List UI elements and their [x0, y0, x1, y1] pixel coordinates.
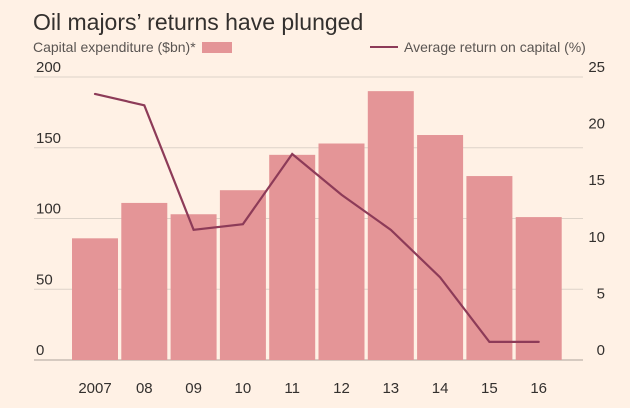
x-tick-label-08: 08: [136, 380, 153, 397]
bar-16: [515, 217, 562, 360]
x-tick-label-09: 09: [185, 380, 202, 397]
x-tick-label-15: 15: [481, 380, 498, 397]
left-tick-label: 50: [36, 271, 53, 288]
right-tick-label: 25: [588, 59, 605, 76]
left-tick-label: 150: [36, 130, 61, 147]
bar-15: [466, 176, 513, 360]
right-tick-label: 20: [588, 116, 605, 133]
bar-10: [219, 190, 266, 360]
line-layer: [93, 92, 540, 343]
legend-capex-label: Capital expenditure ($bn)*: [33, 39, 196, 55]
x-tick-label-14: 14: [432, 380, 449, 397]
x-tick-label-13: 13: [382, 380, 399, 397]
bar-08: [121, 202, 168, 360]
x-tick-label-11: 11: [284, 380, 300, 397]
legend-return: Average return on capital (%): [370, 39, 586, 55]
left-tick-label: 0: [36, 342, 44, 359]
left-tick-label: 200: [36, 59, 61, 76]
bar-layer: [72, 91, 562, 361]
right-tick-label: 10: [588, 229, 605, 246]
x-tick-label-12: 12: [333, 380, 350, 397]
left-tick-label: 100: [36, 201, 61, 218]
right-tick-label: 5: [597, 285, 605, 302]
chart-title: Oil majors’ returns have plunged: [33, 9, 364, 35]
bar-12: [318, 143, 365, 360]
return-line: [93, 92, 540, 343]
legend-capex-swatch: [201, 41, 232, 53]
bar-09: [170, 214, 217, 360]
bar-2007: [72, 238, 118, 360]
legend-return-line: [370, 46, 398, 48]
bar-14: [417, 135, 464, 360]
legend-return-label: Average return on capital (%): [404, 39, 586, 55]
right-tick-label: 0: [597, 342, 605, 359]
legend-capex: Capital expenditure ($bn)*: [33, 39, 232, 55]
x-tick-label-16: 16: [530, 380, 547, 397]
bar-13: [367, 91, 414, 361]
x-tick-label-10: 10: [235, 380, 252, 397]
right-tick-label: 15: [588, 172, 605, 189]
bar-11: [269, 154, 316, 360]
label-layer: 0 50 100 150 200 0 5 10 15 20 25 2007 08 09 10 11 12 13 14…: [36, 59, 605, 397]
x-tick-label-2007: 2007: [78, 380, 111, 397]
